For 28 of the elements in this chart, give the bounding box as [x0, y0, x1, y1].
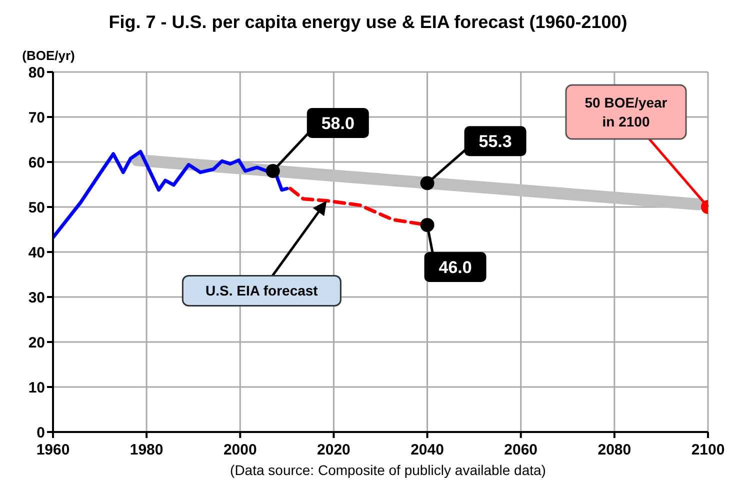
y-tick-label: 70 — [28, 109, 45, 126]
x-tick-label: 2020 — [317, 442, 350, 459]
text: (Data source: Composite of publicly available data) — [229, 462, 547, 478]
x-tick-label: 2040 — [410, 442, 444, 459]
line-series — [53, 150, 289, 240]
point — [420, 218, 434, 232]
data-label: 55.3 — [478, 132, 512, 152]
x-tick-label: 2080 — [598, 442, 632, 459]
x-tick-label: 1960 — [36, 442, 70, 459]
y-tick-label: 20 — [28, 334, 45, 352]
x-tick-label: 2000 — [223, 442, 257, 459]
y-axis-title: (BOE/yr) — [22, 48, 75, 63]
y-tick-label: 80 — [28, 64, 45, 82]
data-label: 46.0 — [438, 258, 472, 277]
chart-title: Fig. 7 - U.S. per capita energy use & EIA forecast (1960-2100) — [108, 11, 628, 34]
data-label: 58.0 — [321, 114, 354, 133]
point — [420, 176, 434, 190]
y-tick-label: 30 — [28, 289, 45, 306]
y-tick-label: 60 — [28, 154, 45, 172]
y-tick-label: 50 — [28, 199, 45, 216]
x-tick-label: 2060 — [504, 442, 538, 459]
annotation: 50 BOE/year in 2100 — [584, 94, 668, 130]
x-tick-label: 1980 — [130, 442, 164, 459]
y-tick-label: 0 — [36, 424, 45, 442]
x-tick-label: 2100 — [691, 442, 725, 459]
annotation: U.S. EIA forecast — [206, 282, 318, 299]
y-tick-label: 10 — [28, 379, 45, 396]
y-tick-label: 40 — [28, 244, 45, 262]
